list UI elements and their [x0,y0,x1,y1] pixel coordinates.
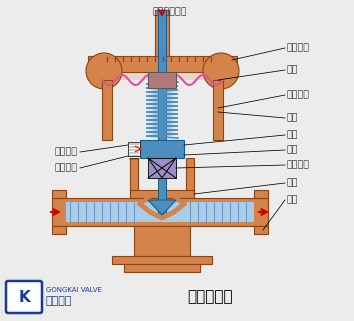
Text: 密封填料: 密封填料 [287,160,310,169]
Bar [140,140,184,158]
Text: GONGKAI VALVE: GONGKAI VALVE [46,287,102,293]
Bar [128,142,140,156]
Text: 膜室上腔: 膜室上腔 [287,44,310,53]
Bar [254,226,268,234]
Text: 阀芯: 阀芯 [287,178,298,187]
Bar [66,202,254,222]
Text: 行程刻度: 行程刻度 [55,163,78,172]
Text: 推杆: 推杆 [287,131,298,140]
Circle shape [86,53,122,89]
Text: 阀杆: 阀杆 [287,145,298,154]
Text: 弹簧: 弹簧 [287,114,298,123]
Bar [102,64,223,80]
Bar [52,226,66,234]
Text: K: K [18,290,30,305]
Bar [130,158,138,198]
Circle shape [203,53,239,89]
Bar [112,256,212,264]
Bar [158,10,166,215]
Bar [254,190,268,198]
Bar [134,226,190,256]
Text: 压力信号入口: 压力信号入口 [153,7,187,16]
FancyBboxPatch shape [6,281,42,313]
Bar [124,264,200,272]
Bar [155,10,169,56]
Polygon shape [148,200,176,215]
Bar [88,56,237,72]
Bar [148,158,176,178]
Bar [186,158,194,198]
Bar [102,80,112,140]
Bar [148,72,176,88]
Text: 行程指针: 行程指针 [55,148,78,157]
Text: 气动薄膜阀: 气动薄膜阀 [187,290,233,305]
Text: 膜片: 膜片 [287,65,298,74]
Bar [52,198,268,226]
Bar [213,80,223,140]
Bar [130,190,194,198]
Text: 膜室下腔: 膜室下腔 [287,91,310,100]
Text: 工开阀门: 工开阀门 [46,296,73,306]
Bar [52,190,66,198]
Text: 阀座: 阀座 [287,195,298,204]
